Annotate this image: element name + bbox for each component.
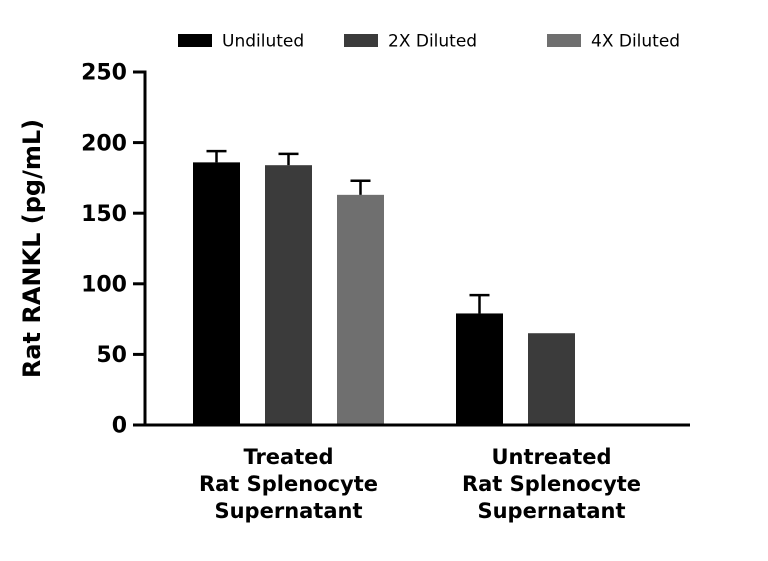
x-category-label: Supernatant bbox=[214, 499, 362, 523]
y-tick-label: 50 bbox=[96, 343, 127, 368]
y-tick-label: 100 bbox=[81, 273, 127, 298]
legend-swatch-undiluted bbox=[178, 34, 212, 47]
y-axis-title: Rat RANKL (pg/mL) bbox=[18, 119, 46, 378]
bar-4x-diluted-group1 bbox=[337, 194, 384, 425]
legend-swatch-2x-diluted bbox=[344, 34, 378, 47]
bar-2x-diluted-group2 bbox=[528, 333, 575, 425]
x-category-label: Treated bbox=[243, 445, 333, 469]
x-category-label: Untreated bbox=[491, 445, 611, 469]
y-tick-label: 200 bbox=[81, 131, 127, 156]
bar-undiluted-group2 bbox=[456, 313, 503, 425]
x-category-label: Rat Splenocyte bbox=[462, 472, 641, 496]
y-tick-label: 250 bbox=[81, 61, 127, 86]
bar-undiluted-group1 bbox=[193, 162, 240, 426]
y-tick-label: 0 bbox=[112, 414, 127, 439]
bar-2x-diluted-group1 bbox=[265, 165, 312, 425]
legend-label: 2X Diluted bbox=[388, 31, 477, 51]
y-tick-label: 150 bbox=[81, 202, 127, 227]
x-category-label: Rat Splenocyte bbox=[199, 472, 378, 496]
legend-swatch-4x-diluted bbox=[547, 34, 581, 47]
x-category-label: Supernatant bbox=[477, 499, 625, 523]
legend-label: 4X Diluted bbox=[591, 31, 680, 51]
legend-label: Undiluted bbox=[222, 31, 304, 51]
